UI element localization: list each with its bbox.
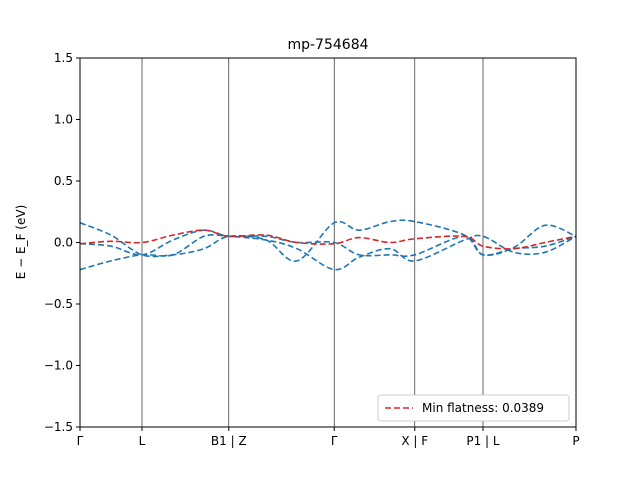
- plot-lines: [79, 58, 577, 427]
- chart-title: mp-754684: [287, 37, 368, 53]
- y-tick-label: 1.0: [54, 113, 73, 127]
- x-axis: Γ L B1 | Z Γ X | F P1 | L P: [77, 427, 580, 448]
- legend: Min flatness: 0.0389: [377, 394, 570, 422]
- x-tick-label: L: [139, 434, 146, 448]
- red-flat-band-line: [79, 229, 577, 250]
- x-tick-label: P1 | L: [466, 434, 500, 448]
- y-tick-label: 1.5: [54, 51, 73, 65]
- x-tick-label: Γ: [77, 434, 84, 448]
- blue-band-line-2: [79, 234, 577, 271]
- y-axis-label: E − E_F (eV): [14, 205, 28, 280]
- y-tick-label: 0.5: [54, 174, 73, 188]
- y-tick-label: 0.0: [54, 236, 73, 250]
- plot-frame: [79, 57, 577, 428]
- y-axis: −1.5 −1.0 −0.5 0.0 0.5 1.0 1.5: [44, 51, 80, 434]
- x-tick-label: X | F: [401, 434, 428, 448]
- x-tick-label: P: [572, 434, 579, 448]
- y-tick-label: −1.5: [44, 420, 73, 434]
- y-tick-label: −0.5: [44, 297, 73, 311]
- x-tick-label: B1 | Z: [211, 434, 247, 448]
- legend-label: Min flatness: 0.0389: [422, 401, 544, 415]
- y-tick-label: −1.0: [44, 359, 73, 373]
- legend-box: [377, 394, 570, 422]
- x-tick-label: Γ: [331, 434, 338, 448]
- blue-band-line-3: [79, 229, 577, 257]
